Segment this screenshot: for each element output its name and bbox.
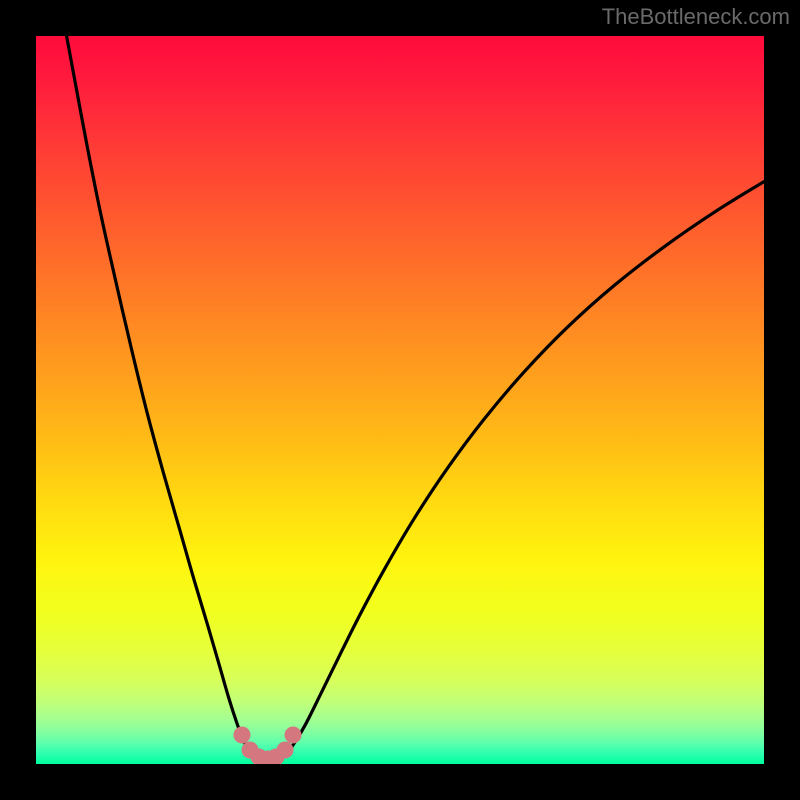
bottleneck-curve [36,36,764,764]
curve-marker [284,726,301,743]
plot-frame [36,36,764,764]
curve-path [67,36,764,763]
plot-area [36,36,764,764]
watermark-text: TheBottleneck.com [602,4,790,30]
curve-marker [276,742,293,759]
